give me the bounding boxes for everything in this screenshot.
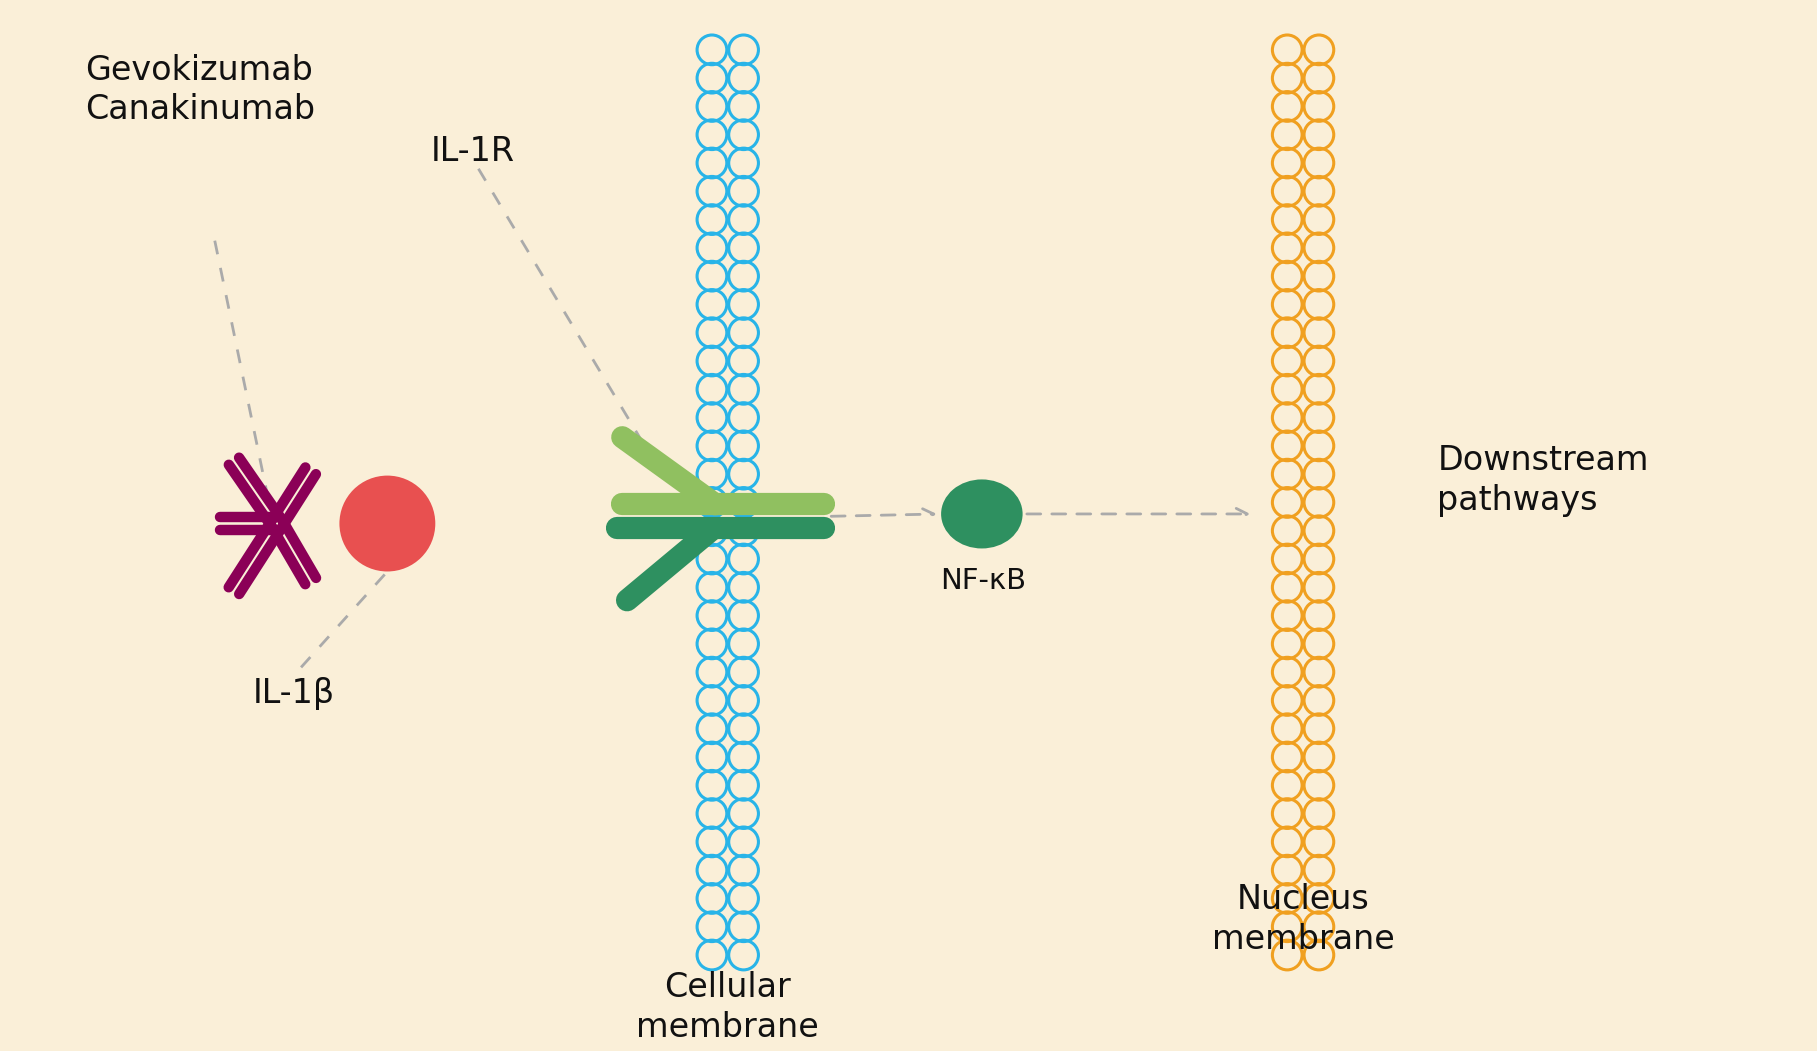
Text: NF-κB: NF-κB [941, 566, 1027, 595]
Text: IL-1β: IL-1β [253, 677, 336, 710]
Text: Cellular
membrane: Cellular membrane [636, 971, 819, 1044]
Text: Downstream
pathways: Downstream pathways [1437, 445, 1648, 517]
Circle shape [340, 476, 436, 572]
Ellipse shape [941, 479, 1023, 549]
Text: IL-1R: IL-1R [431, 136, 514, 168]
Text: Gevokizumab
Canakinumab: Gevokizumab Canakinumab [85, 54, 316, 126]
Text: Nucleus
membrane: Nucleus membrane [1212, 883, 1394, 955]
